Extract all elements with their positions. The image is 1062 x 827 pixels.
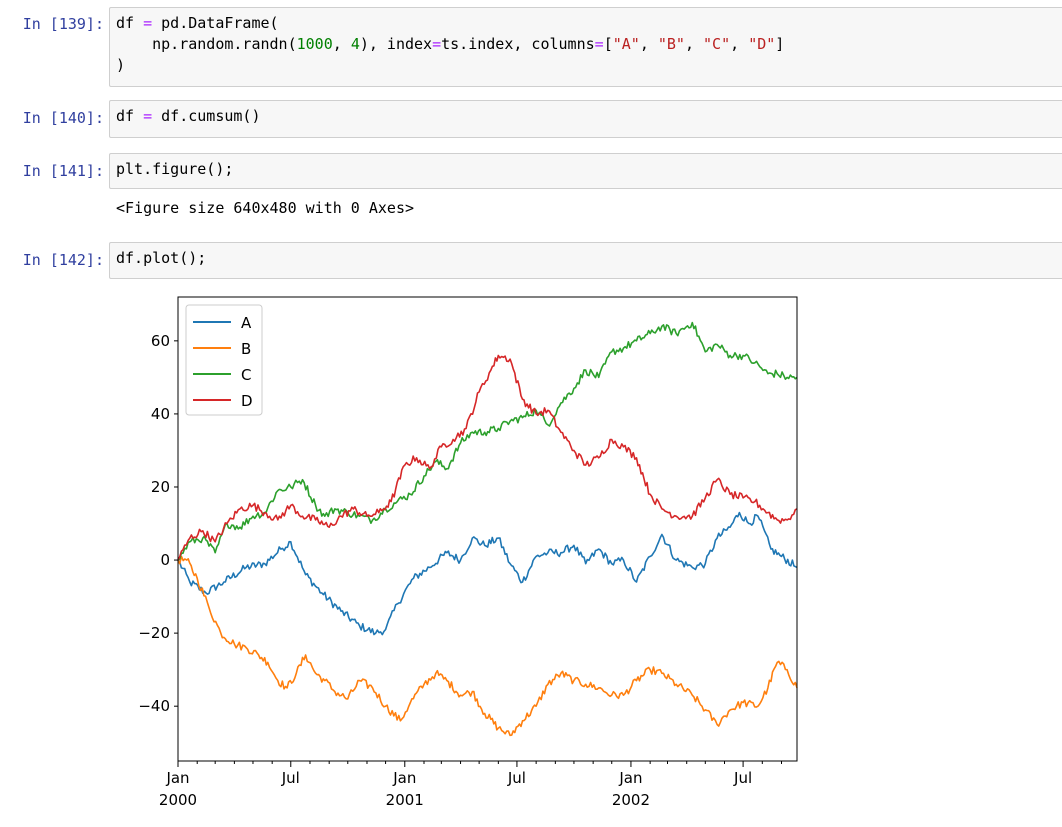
code-token: 1000: [296, 35, 333, 53]
code-token: [134, 107, 143, 125]
x-tick-label: Jul: [281, 769, 300, 787]
code-cell-142[interactable]: In [142]: df.plot();: [0, 242, 1062, 279]
code-line: df.plot();: [116, 248, 1056, 269]
series-line-A: [177, 511, 798, 636]
y-tick-label: 20: [151, 478, 170, 496]
legend-label-B: B: [241, 340, 251, 358]
y-axis: −40 −20 0 20 40 60: [138, 332, 178, 715]
series-line-D: [177, 354, 798, 561]
code-token: ]: [775, 35, 785, 53]
legend-label-C: C: [241, 366, 251, 384]
y-tick-label: 60: [151, 332, 170, 350]
legend-box: [185, 304, 263, 416]
code-token: 4: [350, 35, 360, 53]
code-text[interactable]: df = pd.DataFrame( np.random.randn(1000,…: [110, 8, 1062, 81]
x-tick-label: 2001: [386, 791, 424, 809]
code-text[interactable]: df.plot();: [110, 243, 1062, 274]
code-token: "D": [748, 35, 776, 53]
x-tick-label: Jan: [618, 769, 642, 787]
cell-output: <Figure size 640x480 with 0 Axes>: [116, 199, 415, 217]
code-token: "C": [703, 35, 731, 53]
axes-frame: [177, 296, 798, 762]
line-chart: −40 −20 0 20 40 60 Jan 2000 Jul Jan 2001 Jul Jan 200…: [138, 296, 798, 809]
code-token: ,: [639, 35, 658, 53]
series-layer: [177, 321, 798, 737]
code-line: df = pd.DataFrame(: [116, 13, 1056, 34]
code-token: =: [143, 107, 153, 125]
code-token: =: [594, 35, 604, 53]
input-prompt: In [142]:: [22, 251, 104, 269]
x-tick-label: Jan: [392, 769, 416, 787]
code-line: df = df.cumsum(): [116, 106, 1056, 127]
input-prompt: In [140]:: [22, 109, 104, 127]
y-tick-label: −20: [138, 624, 170, 642]
input-prompt: In [139]:: [22, 15, 104, 33]
code-token: df: [116, 14, 135, 32]
code-token: ), index: [359, 35, 433, 53]
code-token: "B": [657, 35, 685, 53]
code-editor[interactable]: df = pd.DataFrame( np.random.randn(1000,…: [109, 7, 1062, 87]
x-tick-label: Jul: [507, 769, 526, 787]
x-tick-label: 2002: [612, 791, 650, 809]
code-editor[interactable]: df = df.cumsum(): [109, 100, 1062, 138]
x-tick-label: 2000: [159, 791, 197, 809]
code-line: np.random.randn(1000, 4), index=ts.index…: [116, 34, 1056, 55]
code-text[interactable]: df = df.cumsum(): [110, 101, 1062, 132]
code-token: np.random.randn(: [116, 35, 297, 53]
code-token: df.plot();: [116, 249, 207, 267]
y-tick-label: 0: [160, 551, 170, 569]
code-line: ): [116, 55, 1056, 76]
legend-label-D: D: [241, 392, 253, 410]
y-tick-label: −40: [138, 697, 170, 715]
code-token: ,: [684, 35, 704, 53]
code-token: plt.figure();: [116, 160, 234, 178]
legend-label-A: A: [241, 314, 252, 332]
code-cell-140[interactable]: In [140]: df = df.cumsum(): [0, 100, 1062, 138]
code-line: plt.figure();: [116, 159, 1056, 180]
code-token: "A": [612, 35, 640, 53]
code-token: ts.index, columns: [441, 35, 595, 53]
code-token: =: [143, 14, 153, 32]
code-token: ,: [730, 35, 749, 53]
code-text[interactable]: plt.figure();: [110, 154, 1062, 185]
x-tick-label: Jul: [733, 769, 752, 787]
code-editor[interactable]: plt.figure();: [109, 153, 1062, 189]
code-token: ,: [332, 35, 351, 53]
code-token: pd.DataFrame(: [152, 14, 279, 32]
code-token: [: [603, 35, 613, 53]
y-tick-label: 40: [151, 405, 170, 423]
code-cell-141[interactable]: In [141]: plt.figure(); <Figure size 640…: [0, 153, 1062, 228]
code-editor[interactable]: df.plot();: [109, 242, 1062, 279]
input-prompt: In [141]:: [22, 162, 104, 180]
x-tick-label: Jan: [165, 769, 189, 787]
series-line-B: [177, 555, 798, 737]
code-token: df.cumsum(): [152, 107, 261, 125]
code-cell-139[interactable]: In [139]: df = pd.DataFrame( np.random.r…: [0, 7, 1062, 87]
code-token: ): [116, 56, 126, 74]
code-token: =: [432, 35, 442, 53]
code-token: [134, 14, 143, 32]
series-line-C: [177, 321, 798, 561]
code-token: df: [116, 107, 135, 125]
x-axis: Jan 2000 Jul Jan 2001 Jul Jan 2002 Jul: [159, 761, 783, 809]
